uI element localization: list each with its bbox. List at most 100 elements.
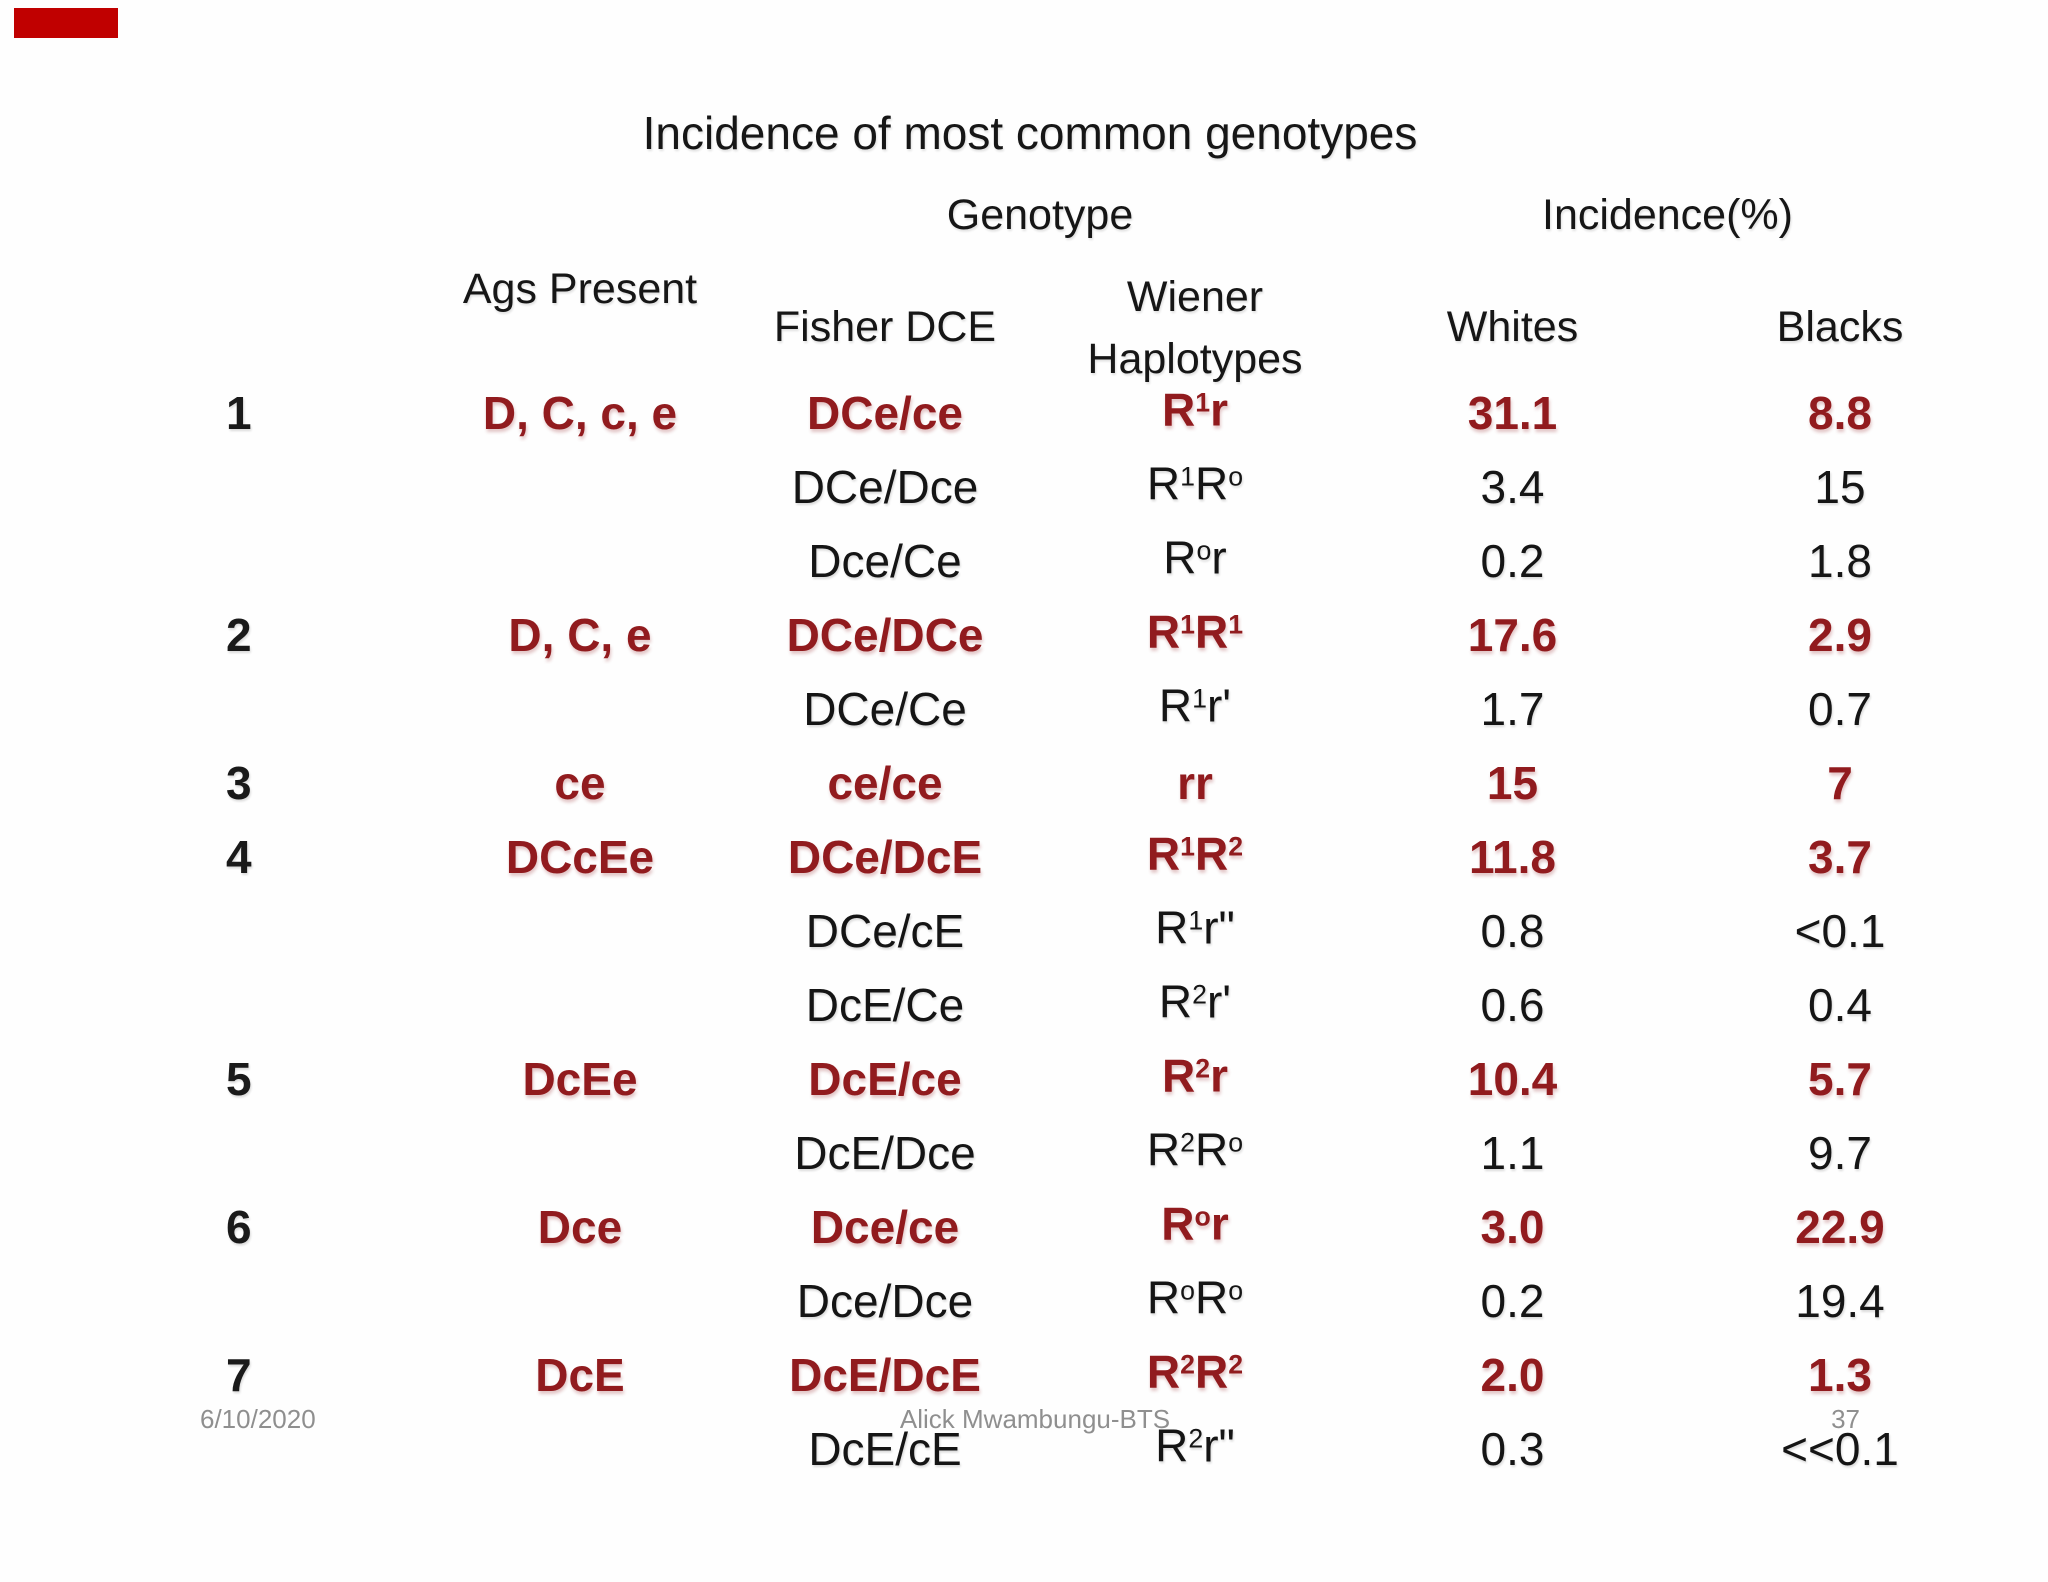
whites-cell: 15: [1486, 757, 1539, 809]
wiener-cell: R1r": [1155, 901, 1235, 954]
ags-cell: DcE: [535, 1349, 625, 1401]
whites-cell: 0.6: [1480, 979, 1545, 1031]
wiener-cell: R1Ro: [1146, 457, 1244, 510]
blacks-cell: 0.7: [1808, 683, 1872, 735]
footer-author: Alick Mwambungu-BTS: [899, 1404, 1171, 1434]
fisher-cell: DCe/DCe: [786, 609, 984, 661]
table-row: DCe/Dce R1Ro 3.4 15: [0, 450, 2048, 524]
table-row: DcE/Ce R2r' 0.6 0.4: [0, 968, 2048, 1042]
whites-cell: 11.8: [1469, 831, 1556, 883]
table-row: DCe/Ce R1r' 1.7 0.7: [0, 672, 2048, 746]
column-header-ags-present: Ags Present: [462, 265, 698, 313]
fisher-cell: DCe/DcE: [787, 831, 983, 883]
blacks-cell: 15: [1814, 461, 1866, 513]
ags-cell: ce: [554, 757, 606, 809]
wiener-cell: R2Ro: [1146, 1123, 1244, 1176]
column-header-whites: Whites: [1446, 303, 1579, 351]
table-row: DcE/cE R2r" 0.3 <<0.1: [0, 1412, 2048, 1486]
fisher-cell: DCe/cE: [805, 905, 965, 957]
blacks-cell: 1.8: [1808, 535, 1872, 587]
fisher-cell: Dce/ce: [810, 1201, 960, 1253]
fisher-cell: DcE/DcE: [789, 1349, 981, 1401]
blacks-cell: <0.1: [1794, 905, 1886, 957]
wiener-cell: RoRo: [1146, 1271, 1244, 1324]
table-row: 3 ce ce/ce rr 15 7: [0, 746, 2048, 820]
ags-cell: D, C, c, e: [482, 387, 678, 439]
wiener-cell: R1R1: [1146, 605, 1244, 658]
table-row: 7 DcE DcE/DcE R2R2 2.0 1.3: [0, 1338, 2048, 1412]
table-row: DcE/Dce R2Ro 1.1 9.7: [0, 1116, 2048, 1190]
table-row: Dce/Ce Ror 0.2 1.8: [0, 524, 2048, 598]
blacks-cell: 8.8: [1808, 387, 1872, 439]
blacks-cell: 7: [1827, 757, 1853, 809]
wiener-cell: R1r: [1162, 383, 1228, 436]
whites-cell: 3.0: [1480, 1201, 1545, 1253]
column-header-fisher-dce: Fisher DCE: [773, 303, 997, 351]
row-number: 4: [226, 831, 252, 883]
wiener-cell: R1r': [1158, 679, 1232, 732]
row-number: 2: [226, 609, 252, 661]
fisher-cell: DCe/ce: [807, 387, 963, 439]
wiener-cell: R2r': [1158, 975, 1232, 1028]
table-row: Dce/Dce RoRo 0.2 19.4: [0, 1264, 2048, 1338]
row-number: 5: [226, 1053, 252, 1105]
column-header-wiener-haplotypes: Wiener Haplotypes: [1050, 266, 1340, 390]
table-row: DCe/cE R1r" 0.8 <0.1: [0, 894, 2048, 968]
ags-cell: D, C, e: [508, 609, 652, 661]
slide-title: Incidence of most common genotypes: [642, 107, 1418, 159]
whites-cell: 2.0: [1480, 1349, 1545, 1401]
wiener-cell: R2R2: [1146, 1345, 1244, 1398]
wiener-cell: R2r: [1162, 1049, 1228, 1102]
fisher-cell: Dce/Dce: [796, 1275, 974, 1327]
whites-cell: 10.4: [1467, 1053, 1558, 1105]
slide-footer: 6/10/2020 Alick Mwambungu-BTS 37: [0, 1404, 2048, 1444]
table-row: 4 DCcEe DCe/DcE R1R2 11.8 3.7: [0, 820, 2048, 894]
whites-cell: 0.3: [1480, 1423, 1545, 1475]
fisher-cell: Dce/Ce: [808, 535, 962, 587]
row-number: 3: [226, 757, 252, 809]
blacks-cell: 5.7: [1808, 1053, 1872, 1105]
whites-cell: 1.1: [1480, 1127, 1545, 1179]
blacks-cell: 2.9: [1808, 609, 1872, 661]
whites-cell: 3.4: [1480, 461, 1545, 513]
fisher-cell: DCe/Ce: [803, 683, 967, 735]
fisher-cell: DcE/Ce: [805, 979, 965, 1031]
column-group-genotype: Genotype: [946, 191, 1134, 239]
blacks-cell: 0.4: [1808, 979, 1872, 1031]
wiener-line1: Wiener: [1126, 273, 1264, 321]
ags-cell: Dce: [537, 1201, 623, 1253]
blacks-cell: 19.4: [1795, 1275, 1885, 1327]
wiener-cell: R2r": [1155, 1419, 1235, 1472]
blacks-cell: 1.3: [1808, 1349, 1872, 1401]
ags-cell: DcEe: [522, 1053, 638, 1105]
fisher-cell: DcE/Dce: [794, 1127, 976, 1179]
whites-cell: 31.1: [1467, 387, 1558, 439]
whites-cell: 1.7: [1480, 683, 1545, 735]
row-number: 6: [226, 1201, 252, 1253]
footer-page-number: 37: [1831, 1404, 1860, 1434]
whites-cell: 17.6: [1467, 609, 1558, 661]
blacks-cell: <<0.1: [1781, 1423, 1899, 1475]
blacks-cell: 3.7: [1808, 831, 1872, 883]
ags-cell: DCcEe: [505, 831, 655, 883]
table-row: 5 DcEe DcE/ce R2r 10.4 5.7: [0, 1042, 2048, 1116]
whites-cell: 0.8: [1480, 905, 1545, 957]
table-row: 2 D, C, e DCe/DCe R1R1 17.6 2.9: [0, 598, 2048, 672]
row-number: 1: [226, 387, 252, 439]
fisher-cell: DcE/ce: [808, 1053, 962, 1105]
blacks-cell: 9.7: [1808, 1127, 1872, 1179]
table-row: 6 Dce Dce/ce Ror 3.0 22.9: [0, 1190, 2048, 1264]
fisher-cell: DcE/cE: [808, 1423, 962, 1475]
table-row: 1 D, C, c, e DCe/ce R1r 31.1 8.8: [0, 376, 2048, 450]
accent-bar: [14, 8, 118, 38]
wiener-cell: R1R2: [1146, 827, 1244, 880]
wiener-cell: Ror: [1163, 531, 1227, 584]
column-header-blacks: Blacks: [1776, 303, 1904, 351]
whites-cell: 0.2: [1480, 1275, 1545, 1327]
blacks-cell: 22.9: [1795, 1201, 1885, 1253]
wiener-line2: Haplotypes: [1087, 335, 1303, 383]
fisher-cell: DCe/Dce: [791, 461, 979, 513]
footer-date: 6/10/2020: [200, 1404, 316, 1434]
row-number: 7: [226, 1349, 252, 1401]
wiener-cell: rr: [1177, 757, 1213, 809]
